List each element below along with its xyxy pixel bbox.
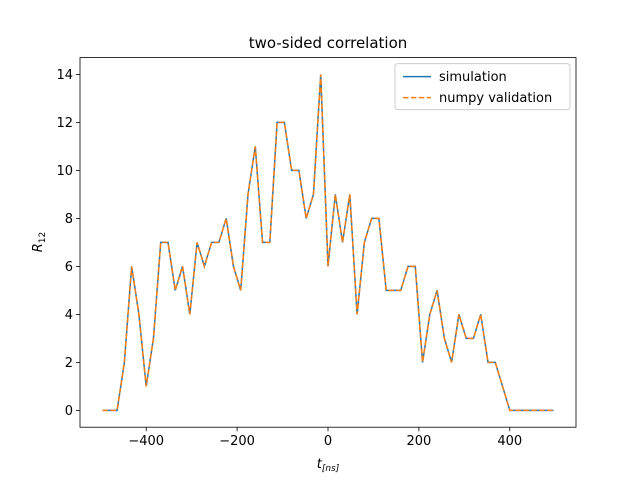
y-tick-label: 8 [65, 212, 73, 227]
y-tick-label: 10 [56, 164, 73, 179]
x-tick-label: −200 [219, 434, 255, 449]
y-tick-label: 14 [56, 68, 73, 83]
x-tick-label: 0 [324, 434, 332, 449]
x-tick-label: −400 [128, 434, 164, 449]
chart-title: two-sided correlation [249, 34, 408, 52]
x-axis-label: t[ns] [317, 457, 340, 474]
y-tick-label: 0 [65, 404, 73, 419]
y-tick-label: 6 [65, 260, 73, 275]
plot-frame [79, 57, 577, 428]
legend-label: numpy validation [439, 91, 552, 106]
y-axis-label: R12 [31, 232, 48, 253]
x-tick-label: 400 [497, 434, 522, 449]
y-tick-label: 2 [65, 356, 73, 371]
series-line [102, 74, 554, 412]
x-tick-label: 200 [406, 434, 431, 449]
legend-label: simulation [439, 70, 507, 85]
legend-box [394, 63, 571, 111]
y-tick-label: 4 [65, 308, 73, 323]
series-line [102, 74, 554, 412]
y-tick-label: 12 [56, 116, 73, 131]
